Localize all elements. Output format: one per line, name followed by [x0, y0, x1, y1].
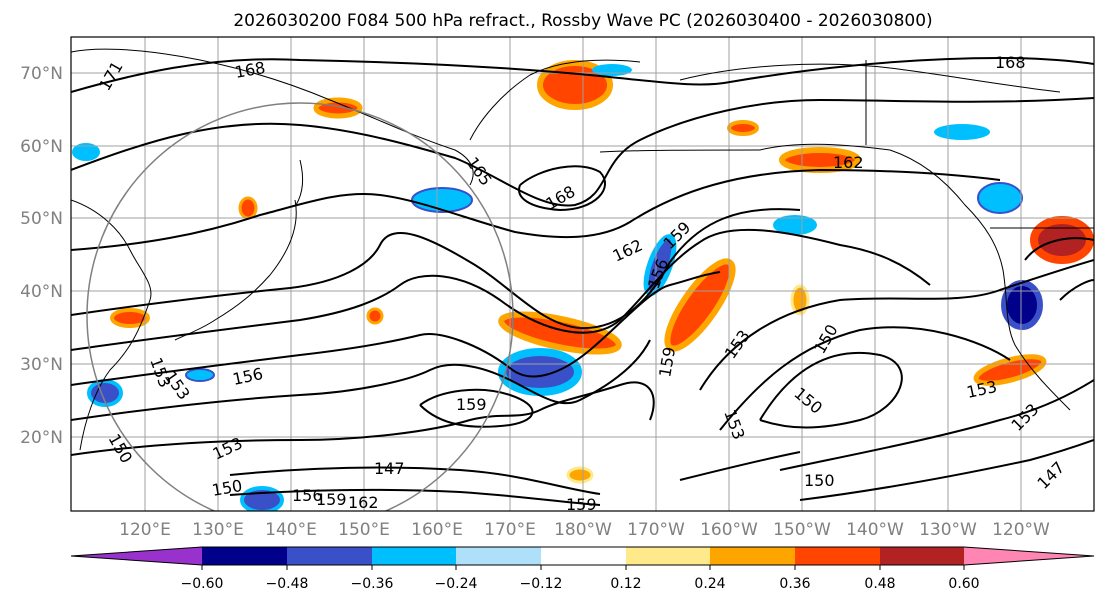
reference-circle: [86, 102, 514, 511]
shade-pos-tropic: [566, 466, 594, 484]
lat-label: 30°N: [20, 355, 63, 375]
contour-label: 159: [566, 495, 597, 514]
colorbar-tick-label: −0.48: [266, 576, 309, 592]
coast-asia: [71, 48, 474, 451]
shade-pos-gulf-alaska: [727, 120, 759, 136]
shade-pos-okhotsk: [313, 97, 363, 119]
colorbar-segment: [287, 547, 372, 565]
lat-labels: 70°N 60°N 50°N 40°N 30°N 20°N: [20, 64, 63, 448]
colorbar-tick-label: −0.12: [520, 576, 563, 592]
colorbar-tick-label: 0.12: [610, 576, 641, 592]
shade-pos-sub: [790, 284, 810, 316]
coast-aleutians: [599, 149, 761, 153]
lon-label: 150°W: [773, 520, 831, 540]
coast-alaska: [679, 63, 1071, 411]
lon-label: 170°E: [484, 520, 536, 540]
shade-neg-alaska-gulf: [773, 215, 817, 235]
colorbar-segment: [541, 547, 626, 565]
shade-pos-japan: [110, 308, 150, 328]
colorbar-tick-label: −0.36: [351, 576, 394, 592]
contour-label: 162: [348, 493, 379, 512]
colorbar-segment: [795, 547, 880, 565]
map-frame: [70, 36, 1095, 512]
lon-label: 140°W: [846, 520, 904, 540]
colorbar-tick-label: 0.36: [779, 576, 810, 592]
shade-pos-mid: [366, 307, 384, 325]
shade-neg-northwest: [72, 143, 100, 161]
shade-neg-japan-sea: [411, 187, 473, 213]
lat-label: 40°N: [20, 282, 63, 302]
shade-pos-banff: [238, 196, 258, 220]
lat-label: 50°N: [20, 209, 63, 229]
shade-pos-kamchatka: [537, 60, 613, 110]
lon-label: 150°E: [338, 520, 390, 540]
coastlines: [71, 48, 1094, 451]
refractivity-shading: [72, 60, 1094, 511]
shade-neg-west-coast: [1001, 280, 1043, 330]
colorbar-extend-high: [964, 547, 1094, 565]
contour-label: 162: [833, 153, 864, 172]
coast-kamchatka: [469, 59, 641, 141]
shade-neg-dateline: [498, 348, 582, 396]
colorbar-tick-label: −0.24: [435, 576, 478, 592]
shade-pos-central-pacific: [664, 258, 736, 352]
lon-label: 130°E: [192, 520, 244, 540]
contour-label: 147: [374, 459, 405, 478]
map-panel: 171 168 168 165 168 162 162 159 156 159 …: [70, 36, 1095, 514]
colorbar: −0.60 −0.48 −0.36 −0.24 −0.12 0.12 0.24 …: [70, 546, 1095, 592]
height-contours: [71, 56, 1094, 506]
shade-neg-kamchatka: [592, 64, 632, 76]
colorbar-tick-label: 0.48: [864, 576, 895, 592]
lat-label: 70°N: [20, 64, 63, 84]
coast-japan: [174, 199, 297, 341]
colorbar-segment: [880, 547, 964, 565]
lon-label: 160°E: [411, 520, 463, 540]
lon-label: 140°E: [265, 520, 317, 540]
lon-label: 120°E: [119, 520, 171, 540]
lat-label: 60°N: [20, 137, 63, 157]
contour-label: 156: [292, 486, 323, 505]
contour-label: 159: [316, 490, 347, 509]
lon-label: 180°W: [554, 520, 612, 540]
graticule: [71, 37, 1094, 511]
lon-label: 130°W: [919, 520, 977, 540]
contour-label: 159: [456, 395, 487, 414]
colorbar-tick-label: −0.60: [181, 576, 224, 592]
colorbar-segment: [710, 547, 795, 565]
shade-pos-dateline-trough: [498, 311, 622, 355]
colorbar-tick-label: 0.24: [694, 576, 725, 592]
colorbar-extend-low: [71, 547, 202, 565]
colorbar-tick-label: 0.60: [948, 576, 979, 592]
contour-label: 150: [804, 471, 835, 490]
lon-label: 120°W: [992, 520, 1050, 540]
contour-label: 168: [995, 53, 1026, 72]
colorbar-segment: [372, 547, 456, 565]
us-canada-border: [865, 60, 1094, 229]
lat-label: 20°N: [20, 428, 63, 448]
lon-labels: 120°E 130°E 140°E 150°E 160°E 170°E 180°…: [119, 520, 1050, 540]
shade-neg-east-siberia: [934, 124, 990, 140]
colorbar-segment: [626, 547, 710, 565]
lon-label: 160°W: [700, 520, 758, 540]
figure-title: 2026030200 F084 500 hPa refract., Rossby…: [233, 11, 932, 31]
lon-label: 170°W: [627, 520, 685, 540]
shade-neg-kyushu: [185, 368, 215, 382]
colorbar-segment: [202, 547, 287, 565]
shade-neg-bc: [977, 182, 1023, 214]
coast-sakhalin: [295, 159, 304, 206]
colorbar-segment: [456, 547, 541, 565]
